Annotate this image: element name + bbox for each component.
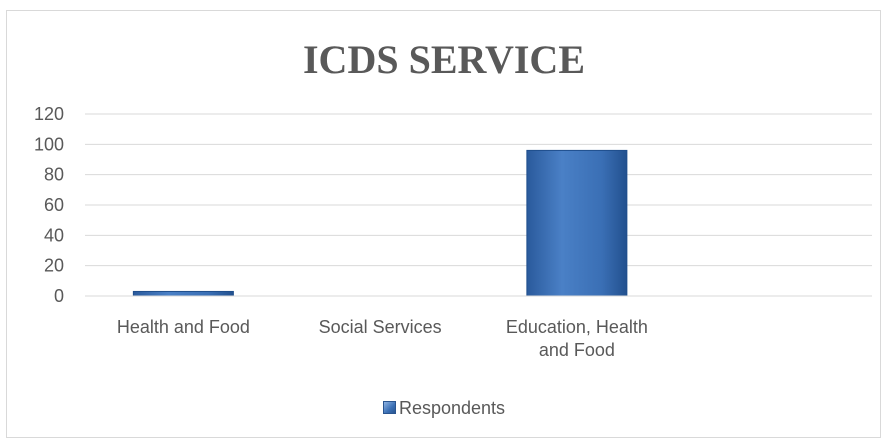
y-tick-label: 100 xyxy=(34,134,64,154)
y-tick-label: 20 xyxy=(44,256,64,276)
x-tick-label: Health and Food xyxy=(116,317,250,337)
y-tick-label: 120 xyxy=(34,104,64,124)
legend: Respondents xyxy=(0,398,888,419)
bars xyxy=(132,149,628,297)
bar xyxy=(132,290,234,297)
y-tick-label: 0 xyxy=(54,286,64,306)
grid-lines xyxy=(85,113,872,267)
legend-label: Respondents xyxy=(398,398,506,418)
x-tick-label: Social Services xyxy=(318,317,442,337)
x-tick-label: Education, Health and Food xyxy=(505,317,648,360)
y-axis-ticks: 0 20 40 60 80 100 120 xyxy=(34,104,64,306)
bar xyxy=(526,149,628,297)
y-tick-label: 40 xyxy=(44,225,64,245)
chart-frame xyxy=(6,10,881,438)
legend-swatch-icon xyxy=(382,400,396,414)
y-tick-label: 60 xyxy=(44,195,64,215)
chart-title: ICDS SERVICE xyxy=(302,37,585,82)
y-tick-label: 80 xyxy=(44,165,64,185)
